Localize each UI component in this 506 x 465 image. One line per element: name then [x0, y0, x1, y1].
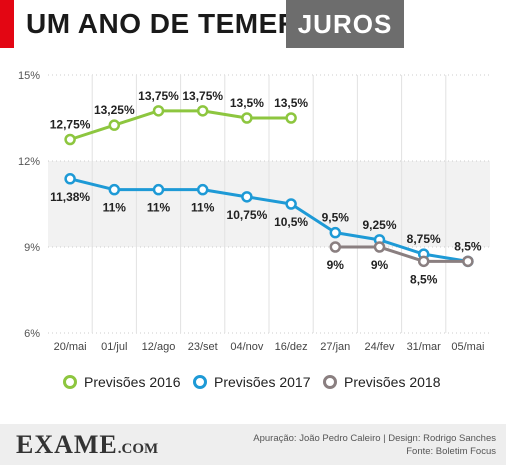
page-title: UM ANO DE TEMER [26, 8, 299, 39]
series-line [335, 245, 468, 263]
data-label: 8,75% [407, 232, 441, 246]
legend-marker [323, 375, 337, 389]
data-label: 11,38% [50, 190, 90, 204]
data-label: 10,75% [227, 208, 268, 222]
topic-tag: JUROS [286, 0, 404, 48]
data-label: 11% [103, 201, 127, 215]
x-tick-label: 20/mai [54, 341, 87, 353]
credits-authors: Apuração: João Pedro Caleiro | Design: R… [253, 433, 496, 444]
y-tick-label: 6% [24, 328, 40, 340]
x-tick-label: 01/jul [101, 341, 127, 353]
data-label: 11% [191, 201, 215, 215]
legend-label: Previsões 2017 [214, 374, 311, 390]
header: UM ANO DE TEMER JUROS [0, 0, 506, 48]
x-tick-label: 12/ago [142, 341, 176, 353]
data-label: 13,75% [138, 89, 179, 103]
logo-suffix: .COM [117, 441, 159, 457]
data-point [108, 183, 121, 196]
y-tick-label: 15% [18, 70, 40, 82]
data-point [64, 173, 76, 185]
data-point [196, 183, 209, 196]
data-label: 12,75% [50, 118, 91, 132]
legend-label: Previsões 2016 [84, 374, 181, 390]
x-tick-label: 04/nov [230, 341, 264, 353]
data-point [329, 241, 342, 253]
data-point [285, 112, 297, 124]
exame-logo: EXAME.COM [16, 430, 158, 460]
x-tick-label: 05/mai [451, 341, 484, 353]
data-label: 9,25% [362, 218, 396, 232]
data-point [241, 112, 253, 124]
data-point [417, 255, 430, 268]
y-tick-label: 12% [18, 156, 40, 168]
data-label: 8,5% [410, 272, 438, 286]
data-label: 9% [371, 258, 389, 272]
data-label: 9% [327, 258, 345, 272]
data-point [108, 119, 121, 131]
data-label: 13,5% [274, 96, 308, 110]
x-tick-label: 16/dez [275, 341, 308, 353]
data-label: 10,5% [274, 215, 308, 229]
data-point [285, 198, 297, 210]
legend-label: Previsões 2018 [344, 374, 441, 390]
x-tick-label: 27/jan [320, 341, 350, 353]
data-label: 9,5% [322, 211, 350, 225]
y-tick-label: 9% [24, 242, 40, 254]
header-accent-bar [0, 0, 14, 48]
legend-marker [193, 375, 207, 389]
data-label: 13,5% [230, 96, 264, 110]
data-point [196, 105, 209, 117]
logo-main: EXAME [16, 430, 118, 459]
credits: Apuração: João Pedro Caleiro | Design: R… [253, 432, 496, 458]
data-point [64, 133, 76, 146]
legend-marker [63, 375, 77, 389]
series-line [69, 109, 292, 141]
x-tick-label: 24/fev [365, 341, 395, 353]
x-tick-label: 31/mar [407, 341, 442, 353]
data-point [152, 183, 165, 196]
footer: EXAME.COM Apuração: João Pedro Caleiro |… [0, 424, 506, 465]
data-label: 13,75% [182, 89, 223, 103]
data-point [241, 191, 253, 203]
credits-source: Fonte: Boletim Focus [406, 446, 496, 457]
data-point [462, 255, 474, 268]
data-point [329, 226, 342, 239]
x-tick-label: 23/set [188, 341, 218, 353]
data-point [152, 105, 165, 117]
series-line [69, 177, 469, 263]
data-point [373, 241, 386, 253]
data-label: 11% [147, 201, 171, 215]
line-chart: 6% 9% 12% 15% 20/mai 01/jul 12/ago 23/set 04/nov… [18, 70, 490, 390]
data-label: 8,5% [454, 239, 482, 253]
data-label: 13,25% [94, 103, 135, 117]
